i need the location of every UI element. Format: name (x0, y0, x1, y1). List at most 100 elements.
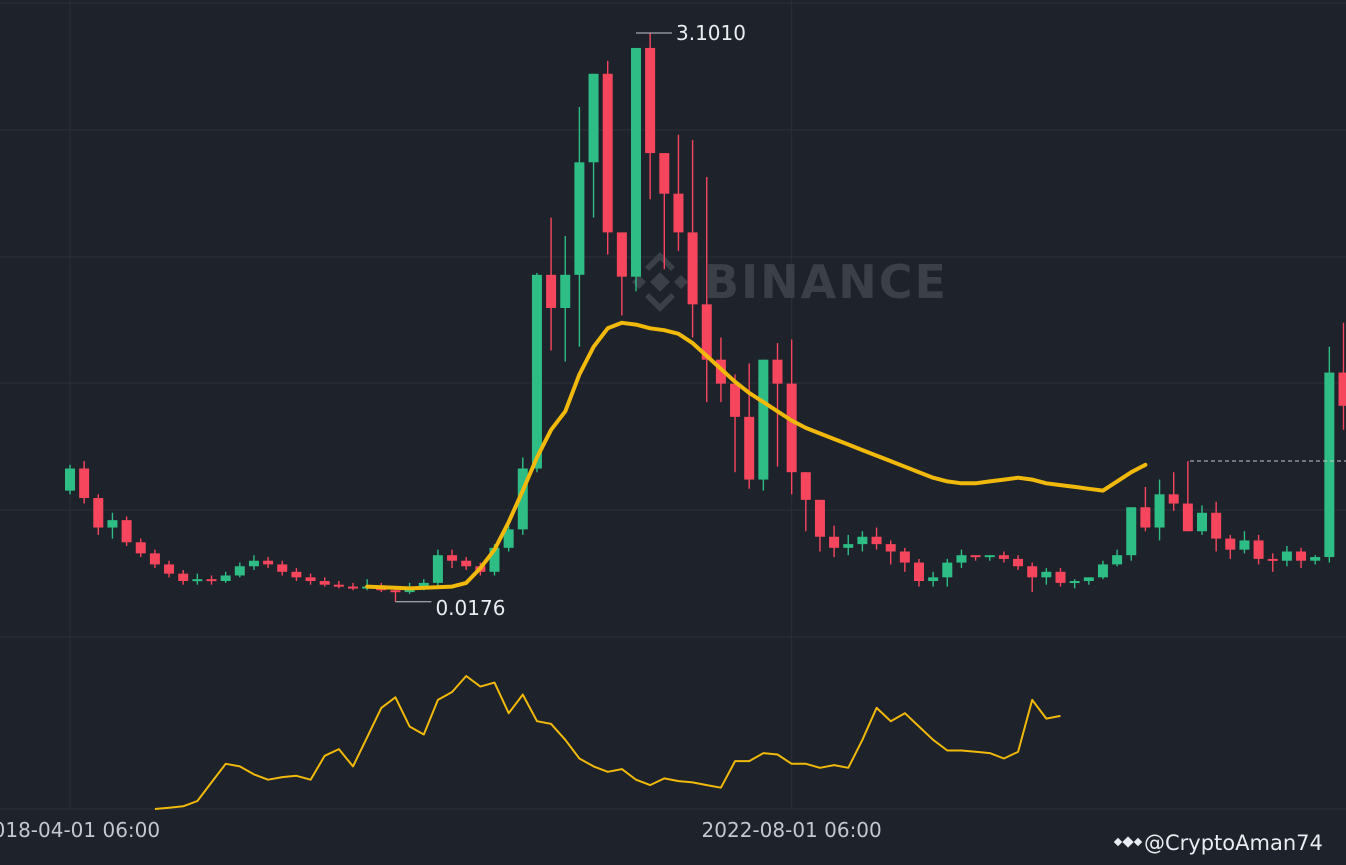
candle-up[interactable] (1083, 577, 1094, 585)
candle-up[interactable] (984, 555, 995, 561)
candle-up[interactable] (843, 534, 854, 556)
candle-up[interactable] (234, 562, 245, 578)
candle-body (914, 562, 924, 582)
candle-down[interactable] (744, 363, 755, 489)
candle-down[interactable] (93, 494, 104, 535)
candle-down[interactable] (206, 575, 217, 585)
candle-down[interactable] (602, 60, 613, 255)
candle-down[interactable] (730, 374, 741, 473)
candle-body (1267, 558, 1278, 561)
candle-body (277, 564, 288, 572)
candle-down[interactable] (1140, 486, 1151, 532)
candle-down[interactable] (263, 557, 274, 569)
candle-body (248, 560, 259, 567)
candle-down[interactable] (814, 499, 825, 552)
candle-up[interactable] (560, 236, 571, 362)
candle-down[interactable] (786, 339, 797, 495)
candle-up[interactable] (220, 571, 231, 583)
candle-up[interactable] (432, 549, 443, 587)
candle-down[interactable] (447, 549, 458, 569)
watermark: BINANCE (631, 252, 946, 312)
candle-down[interactable] (1225, 534, 1236, 559)
candle-down[interactable] (178, 569, 189, 585)
candle-down[interactable] (1211, 501, 1222, 552)
candle-up[interactable] (192, 573, 203, 585)
candle-down[interactable] (333, 581, 344, 589)
candle-up[interactable] (1126, 507, 1137, 561)
candle-down[interactable] (1055, 568, 1066, 587)
candle-up[interactable] (1197, 505, 1207, 535)
candle-down[interactable] (829, 525, 840, 558)
candle-down[interactable] (616, 232, 627, 316)
candle-down[interactable] (164, 560, 175, 578)
candle-up[interactable] (758, 359, 769, 491)
candle-up[interactable] (631, 47, 641, 292)
candle-down[interactable] (673, 134, 684, 251)
candle-up[interactable] (65, 464, 75, 495)
candle-body (418, 582, 429, 587)
candle-down[interactable] (277, 560, 288, 576)
candle-down[interactable] (871, 527, 882, 550)
candle-body (517, 468, 528, 530)
candle-up[interactable] (1154, 479, 1165, 541)
candle-down[interactable] (348, 582, 358, 591)
candle-body (942, 562, 953, 578)
candle-down[interactable] (772, 343, 783, 467)
candle-down[interactable] (914, 558, 924, 587)
candle-body (319, 581, 330, 585)
candle-down[interactable] (687, 140, 698, 338)
candle-down[interactable] (1296, 547, 1307, 569)
candle-body (1027, 566, 1038, 578)
candle-body (263, 560, 274, 565)
candle-up[interactable] (956, 549, 967, 569)
candle-down[interactable] (800, 472, 811, 532)
candle-down[interactable] (1253, 534, 1264, 565)
candle-up[interactable] (1069, 579, 1080, 589)
candle-down[interactable] (121, 516, 132, 546)
candle-down[interactable] (885, 540, 896, 565)
candle-down[interactable] (998, 551, 1009, 563)
candle-down[interactable] (1013, 555, 1024, 570)
candle-down[interactable] (461, 557, 472, 570)
candle-up[interactable] (1097, 560, 1108, 580)
candle-down[interactable] (79, 461, 90, 504)
candle-up[interactable] (1324, 346, 1335, 563)
candle-up[interactable] (588, 73, 599, 218)
candle-up[interactable] (107, 512, 118, 539)
candle-down[interactable] (645, 33, 656, 200)
candle-down[interactable] (659, 153, 670, 270)
candle-up[interactable] (517, 457, 528, 535)
candle-up[interactable] (248, 555, 259, 570)
candle-down[interactable] (319, 577, 330, 587)
candle-down[interactable] (701, 177, 712, 403)
candle-body (857, 536, 868, 545)
candle-up[interactable] (503, 525, 514, 552)
candle-down[interactable] (291, 568, 302, 582)
candle-down[interactable] (1182, 461, 1193, 532)
candle-down[interactable] (1027, 562, 1038, 593)
candle-body (531, 274, 542, 469)
candle-up[interactable] (1281, 545, 1292, 567)
candle-down[interactable] (546, 217, 557, 351)
candle-down[interactable] (305, 573, 316, 585)
candle-up[interactable] (1112, 549, 1123, 567)
candle-up[interactable] (1041, 568, 1052, 585)
candle-body (659, 153, 670, 194)
candle-up[interactable] (928, 571, 939, 587)
candle-up[interactable] (942, 558, 953, 587)
candle-down[interactable] (149, 549, 160, 569)
candle-up[interactable] (1310, 555, 1321, 565)
candle-body (800, 472, 811, 500)
candle-down[interactable] (970, 555, 981, 561)
candle-up[interactable] (857, 531, 868, 552)
candle-up[interactable] (574, 106, 585, 347)
candle-down[interactable] (135, 538, 146, 558)
candle-down[interactable] (899, 547, 910, 572)
candle-down[interactable] (1267, 553, 1278, 572)
candle-down[interactable] (1168, 472, 1179, 511)
candle-down[interactable] (1338, 322, 1346, 430)
candle-body (234, 566, 245, 576)
candle-up[interactable] (531, 272, 542, 473)
candle-up[interactable] (1239, 531, 1250, 554)
